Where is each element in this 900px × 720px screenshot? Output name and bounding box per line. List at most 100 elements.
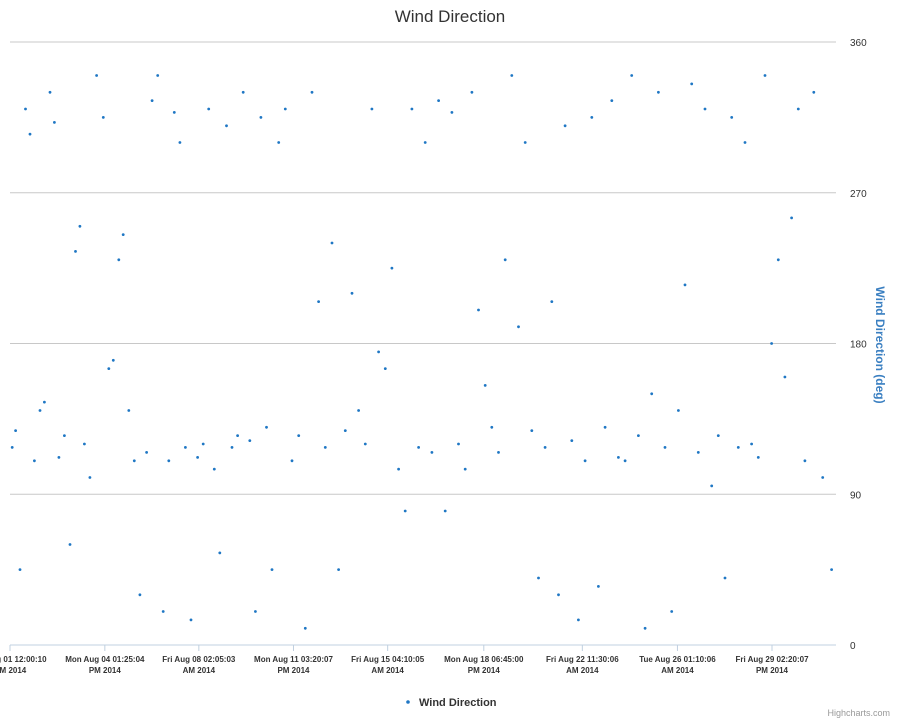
data-point[interactable]	[337, 568, 340, 571]
data-point[interactable]	[430, 451, 434, 454]
credits-link[interactable]: Highcharts.com	[827, 708, 890, 718]
data-point[interactable]	[201, 442, 205, 446]
data-point[interactable]	[821, 476, 825, 479]
data-point[interactable]	[783, 375, 787, 379]
data-point[interactable]	[490, 425, 494, 429]
data-point[interactable]	[172, 111, 176, 114]
data-point[interactable]	[323, 446, 327, 449]
data-point[interactable]	[156, 74, 160, 77]
data-point[interactable]	[403, 509, 407, 513]
data-point[interactable]	[189, 618, 193, 622]
data-point[interactable]	[470, 90, 474, 94]
data-point[interactable]	[723, 576, 727, 580]
data-point[interactable]	[343, 429, 347, 432]
data-point[interactable]	[248, 439, 252, 442]
data-point[interactable]	[83, 442, 86, 446]
data-point[interactable]	[88, 476, 92, 479]
data-point[interactable]	[437, 99, 440, 102]
data-point[interactable]	[265, 425, 268, 429]
legend[interactable]: Wind Direction	[406, 697, 497, 709]
data-point[interactable]	[14, 429, 17, 432]
data-point[interactable]	[48, 90, 52, 94]
data-point[interactable]	[663, 446, 667, 449]
data-point[interactable]	[78, 224, 82, 228]
data-point[interactable]	[770, 342, 773, 345]
data-point[interactable]	[763, 74, 767, 77]
data-point[interactable]	[74, 250, 77, 253]
data-point[interactable]	[603, 425, 607, 429]
data-point[interactable]	[523, 141, 527, 144]
data-point[interactable]	[145, 451, 149, 454]
data-point[interactable]	[236, 434, 240, 437]
data-point[interactable]	[756, 456, 760, 459]
data-point[interactable]	[230, 446, 234, 449]
data-point[interactable]	[457, 442, 460, 446]
data-point[interactable]	[463, 467, 467, 471]
data-point[interactable]	[390, 266, 394, 270]
data-point[interactable]	[63, 434, 66, 437]
data-point[interactable]	[630, 74, 634, 77]
data-point[interactable]	[677, 409, 680, 412]
data-point[interactable]	[212, 467, 216, 471]
data-point[interactable]	[33, 459, 36, 463]
data-point[interactable]	[38, 409, 42, 412]
data-point[interactable]	[111, 358, 115, 362]
data-point[interactable]	[303, 626, 307, 630]
data-point[interactable]	[357, 409, 360, 412]
data-point[interactable]	[563, 124, 567, 128]
data-point[interactable]	[590, 116, 594, 119]
data-point[interactable]	[117, 258, 121, 262]
data-point[interactable]	[310, 90, 314, 94]
data-point[interactable]	[557, 593, 560, 597]
data-point[interactable]	[132, 459, 136, 463]
data-point[interactable]	[830, 568, 833, 571]
data-point[interactable]	[637, 434, 640, 437]
data-point[interactable]	[617, 456, 620, 459]
data-point[interactable]	[161, 610, 165, 613]
data-point[interactable]	[776, 258, 780, 262]
data-point[interactable]	[650, 392, 654, 396]
data-point[interactable]	[127, 409, 131, 412]
data-point[interactable]	[95, 74, 98, 77]
data-point[interactable]	[643, 626, 647, 630]
data-point[interactable]	[543, 446, 547, 449]
data-point[interactable]	[610, 99, 614, 102]
data-point[interactable]	[297, 434, 301, 437]
data-point[interactable]	[483, 384, 487, 387]
data-point[interactable]	[196, 456, 200, 459]
data-point[interactable]	[383, 367, 387, 370]
data-point[interactable]	[317, 300, 320, 303]
data-point[interactable]	[570, 439, 574, 442]
data-point[interactable]	[241, 90, 245, 94]
data-point[interactable]	[68, 543, 72, 546]
data-point[interactable]	[417, 446, 420, 449]
data-point[interactable]	[623, 459, 627, 463]
data-point[interactable]	[657, 90, 660, 94]
data-point[interactable]	[577, 618, 580, 622]
data-point[interactable]	[290, 459, 294, 463]
data-point[interactable]	[477, 308, 480, 312]
data-point[interactable]	[53, 121, 56, 124]
data-point[interactable]	[597, 585, 600, 588]
data-point[interactable]	[716, 434, 720, 437]
data-point[interactable]	[184, 446, 187, 449]
data-point[interactable]	[277, 141, 281, 144]
data-point[interactable]	[503, 258, 507, 262]
data-point[interactable]	[790, 216, 793, 220]
data-point[interactable]	[443, 509, 447, 513]
data-point[interactable]	[24, 107, 27, 111]
data-point[interactable]	[57, 456, 61, 459]
data-point[interactable]	[683, 283, 687, 287]
data-point[interactable]	[283, 107, 287, 111]
data-point[interactable]	[730, 116, 734, 119]
data-point[interactable]	[330, 241, 334, 245]
data-point[interactable]	[812, 90, 816, 94]
data-point[interactable]	[363, 442, 367, 446]
data-point[interactable]	[703, 107, 707, 111]
data-point[interactable]	[696, 451, 700, 454]
data-point[interactable]	[550, 300, 554, 303]
data-point[interactable]	[121, 233, 125, 237]
data-point[interactable]	[743, 141, 747, 144]
data-point[interactable]	[397, 467, 400, 471]
data-point[interactable]	[254, 610, 257, 613]
